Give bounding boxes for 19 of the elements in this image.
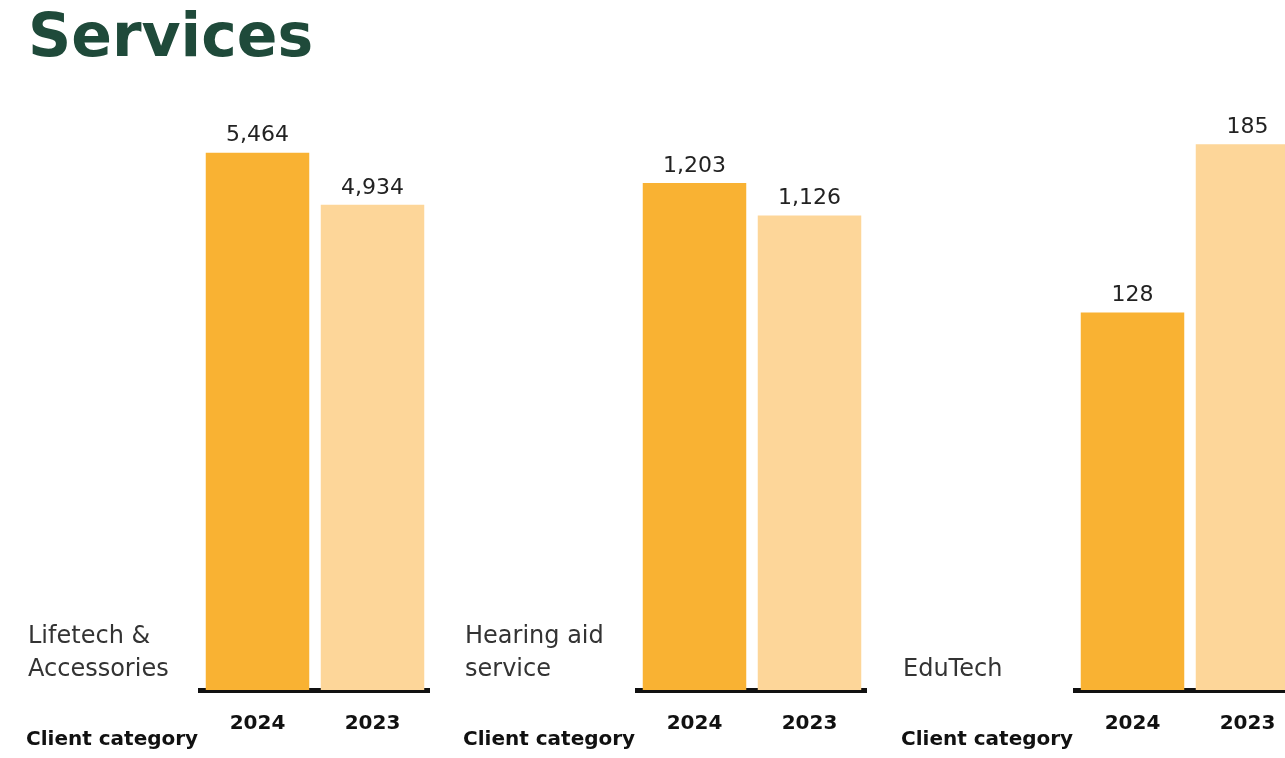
text: EduTech <box>903 654 1003 682</box>
text: Hearing aid service <box>465 621 604 682</box>
x-tick-label: 2023 <box>1219 710 1276 735</box>
x-axis-title: Client category <box>463 726 636 751</box>
chart-title: Services <box>28 0 314 70</box>
data-label: 1,203 <box>663 151 726 177</box>
x-tick-label: 2024 <box>229 710 286 735</box>
data-label: 5,464 <box>226 121 289 147</box>
x-axis-title: Client category <box>26 726 199 751</box>
x-tick-label: 2023 <box>344 710 401 735</box>
x-tick-label: 2023 <box>781 710 838 735</box>
text: Lifetech & Accessories <box>28 621 169 682</box>
x-axis-title: Client category <box>901 726 1074 751</box>
x-tick-label: 2024 <box>1104 710 1161 735</box>
data-label: 128 <box>1111 281 1154 307</box>
data-label: 185 <box>1226 112 1269 138</box>
x-tick-label: 2024 <box>666 710 723 735</box>
data-label: 4,934 <box>341 173 404 199</box>
data-label: 1,126 <box>778 184 841 210</box>
